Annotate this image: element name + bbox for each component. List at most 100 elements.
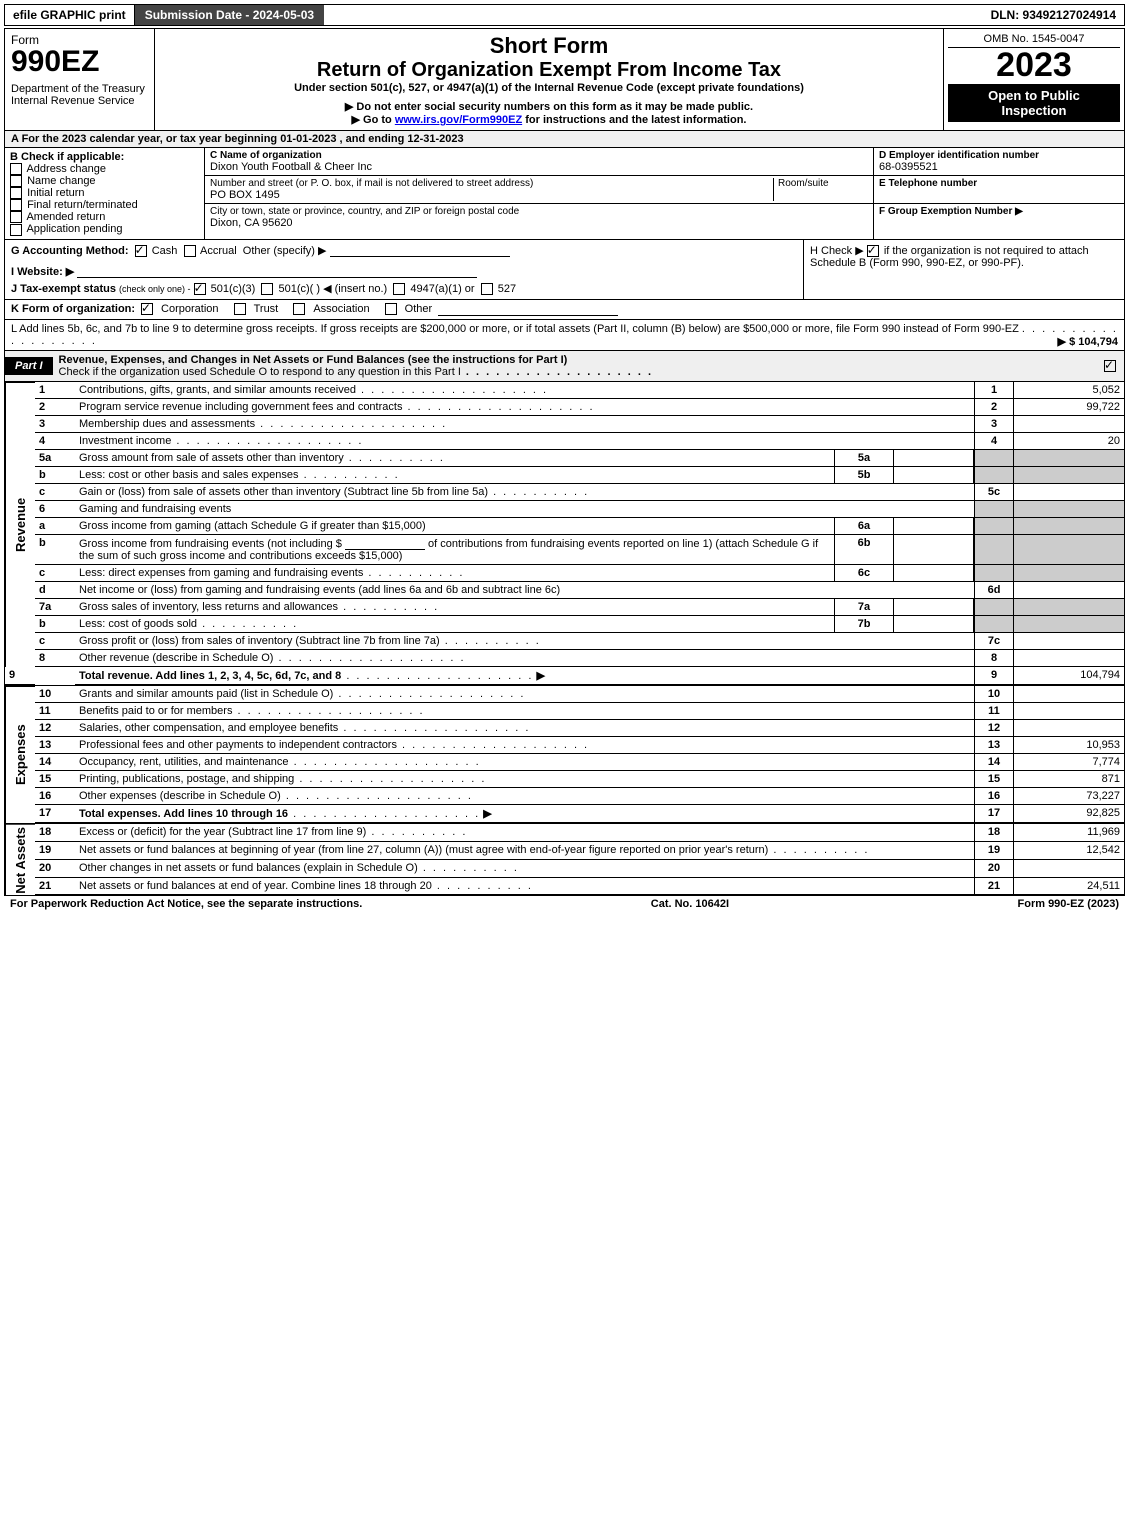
- col-de: D Employer identification number 68-0395…: [874, 148, 1124, 239]
- dept-label: Department of the Treasury: [11, 83, 148, 95]
- org-name: Dixon Youth Football & Cheer Inc: [210, 161, 868, 173]
- line-7a-desc: Gross sales of inventory, less returns a…: [75, 599, 834, 616]
- chk-h: [867, 245, 879, 257]
- line-1-val: 5,052: [1014, 382, 1124, 399]
- note2-post: for instructions and the latest informat…: [522, 114, 746, 126]
- chk-initial-return: Initial return: [10, 187, 199, 199]
- line-4-val: 20: [1014, 433, 1124, 450]
- line-2-val: 99,722: [1014, 399, 1124, 416]
- org-address: PO BOX 1495: [210, 189, 773, 201]
- line-6c-desc: Less: direct expenses from gaming and fu…: [75, 565, 834, 582]
- chk-assoc: [293, 303, 305, 315]
- line-3-val: [1014, 416, 1124, 433]
- line-16-desc: Other expenses (describe in Schedule O): [75, 788, 974, 805]
- chk-trust: [234, 303, 246, 315]
- l-text: L Add lines 5b, 6c, and 7b to line 9 to …: [11, 323, 1019, 335]
- other-org-blank: [438, 303, 618, 316]
- k-label: K Form of organization:: [11, 303, 135, 315]
- note-ssn: ▶ Do not enter social security numbers o…: [161, 100, 937, 113]
- title-return: Return of Organization Exempt From Incom…: [161, 59, 937, 82]
- line-7c-val: [1014, 633, 1124, 650]
- line-7b-desc: Less: cost of goods sold: [75, 616, 834, 633]
- chk-501c: [261, 283, 273, 295]
- org-city: Dixon, CA 95620: [210, 217, 868, 229]
- tax-year: 2023: [948, 48, 1120, 82]
- g-label: G Accounting Method:: [11, 245, 129, 257]
- f-row: F Group Exemption Number ▶: [874, 204, 1124, 231]
- j-label: J Tax-exempt status: [11, 283, 116, 295]
- part1-header: Part I Revenue, Expenses, and Changes in…: [4, 351, 1125, 382]
- line-17-val: 92,825: [1014, 805, 1124, 823]
- chk-accrual: [184, 245, 196, 257]
- irs-link[interactable]: www.irs.gov/Form990EZ: [395, 114, 522, 126]
- line-6b-desc: Gross income from fundraising events (no…: [75, 535, 834, 565]
- ledger-expenses: Expenses 10 Grants and similar amounts p…: [4, 685, 1125, 823]
- h-pre: H Check ▶: [810, 245, 867, 257]
- footer: For Paperwork Reduction Act Notice, see …: [4, 896, 1125, 912]
- ledger-netassets: Net Assets 18 Excess or (deficit) for th…: [4, 823, 1125, 897]
- col-g: G Accounting Method: Cash Accrual Other …: [5, 240, 804, 299]
- side-revenue: Revenue: [5, 382, 35, 667]
- chk-other-org: [385, 303, 397, 315]
- part1-label: Part I: [5, 357, 53, 375]
- chk-501c3: [194, 283, 206, 295]
- line-16-val: 73,227: [1014, 788, 1124, 805]
- b-label: B Check if applicable:: [10, 151, 199, 163]
- part1-title: Revenue, Expenses, and Changes in Net As…: [53, 351, 1098, 381]
- irs-label: Internal Revenue Service: [11, 95, 148, 107]
- chk-amended-return: Amended return: [10, 211, 199, 223]
- l-amount: ▶ $ 104,794: [1058, 335, 1118, 348]
- title-short-form: Short Form: [161, 33, 937, 59]
- note2-pre: ▶ Go to: [352, 114, 395, 126]
- line-10-val: [1014, 686, 1124, 703]
- chk-527: [481, 283, 493, 295]
- col-c: C Name of organization Dixon Youth Footb…: [205, 148, 874, 239]
- line-8-desc: Other revenue (describe in Schedule O): [75, 650, 974, 667]
- ein-value: 68-0395521: [879, 161, 1119, 173]
- chk-address-change: Address change: [10, 163, 199, 175]
- line-18-val: 11,969: [1014, 824, 1124, 842]
- chk-name-change: Name change: [10, 175, 199, 187]
- line-19-val: 12,542: [1014, 842, 1124, 860]
- footer-right: Form 990-EZ (2023): [1018, 898, 1120, 910]
- line-5c-desc: Gain or (loss) from sale of assets other…: [75, 484, 974, 501]
- line-6a-desc: Gross income from gaming (attach Schedul…: [75, 518, 834, 535]
- row-a-calendar-year: A For the 2023 calendar year, or tax yea…: [4, 131, 1125, 148]
- line-15-val: 871: [1014, 771, 1124, 788]
- footer-left: For Paperwork Reduction Act Notice, see …: [10, 898, 362, 910]
- line-1-desc: Contributions, gifts, grants, and simila…: [75, 382, 974, 399]
- line-5b-desc: Less: cost or other basis and sales expe…: [75, 467, 834, 484]
- c-name-label: C Name of organization: [210, 150, 868, 161]
- chk-corp: [141, 303, 153, 315]
- chk-4947: [393, 283, 405, 295]
- line-15-desc: Printing, publications, postage, and shi…: [75, 771, 974, 788]
- c-addr-row: Number and street (or P. O. box, if mail…: [205, 176, 873, 204]
- line-7c-desc: Gross profit or (loss) from sales of inv…: [75, 633, 974, 650]
- row-k: K Form of organization: Corporation Trus…: [4, 300, 1125, 320]
- header-right: OMB No. 1545-0047 2023 Open to Public In…: [944, 29, 1124, 130]
- line-11-desc: Benefits paid to or for members: [75, 703, 974, 720]
- other-blank: [330, 244, 510, 257]
- line-6-desc: Gaming and fundraising events: [75, 501, 974, 518]
- line-20-desc: Other changes in net assets or fund bala…: [75, 860, 974, 878]
- line-2-desc: Program service revenue including govern…: [75, 399, 974, 416]
- line-12-val: [1014, 720, 1124, 737]
- addr-label: Number and street (or P. O. box, if mail…: [210, 178, 773, 189]
- row-gh: G Accounting Method: Cash Accrual Other …: [4, 240, 1125, 300]
- col-b: B Check if applicable: Address change Na…: [5, 148, 205, 239]
- form-number: 990EZ: [11, 47, 148, 77]
- c-city-row: City or town, state or province, country…: [205, 204, 873, 231]
- side-expenses: Expenses: [5, 686, 35, 823]
- line-19-desc: Net assets or fund balances at beginning…: [75, 842, 974, 860]
- c-name-row: C Name of organization Dixon Youth Footb…: [205, 148, 873, 176]
- line-5a-desc: Gross amount from sale of assets other t…: [75, 450, 834, 467]
- form-header: Form 990EZ Department of the Treasury In…: [4, 28, 1125, 131]
- line-17-desc: Total expenses. Add lines 10 through 16 …: [75, 805, 974, 823]
- line-11-val: [1014, 703, 1124, 720]
- e-label: E Telephone number: [879, 178, 1119, 189]
- note-goto: ▶ Go to www.irs.gov/Form990EZ for instru…: [161, 113, 937, 126]
- subtitle: Under section 501(c), 527, or 4947(a)(1)…: [161, 82, 937, 94]
- header-left: Form 990EZ Department of the Treasury In…: [5, 29, 155, 130]
- bcde-grid: B Check if applicable: Address change Na…: [4, 148, 1125, 240]
- dln-label: DLN: 93492127024914: [983, 5, 1124, 25]
